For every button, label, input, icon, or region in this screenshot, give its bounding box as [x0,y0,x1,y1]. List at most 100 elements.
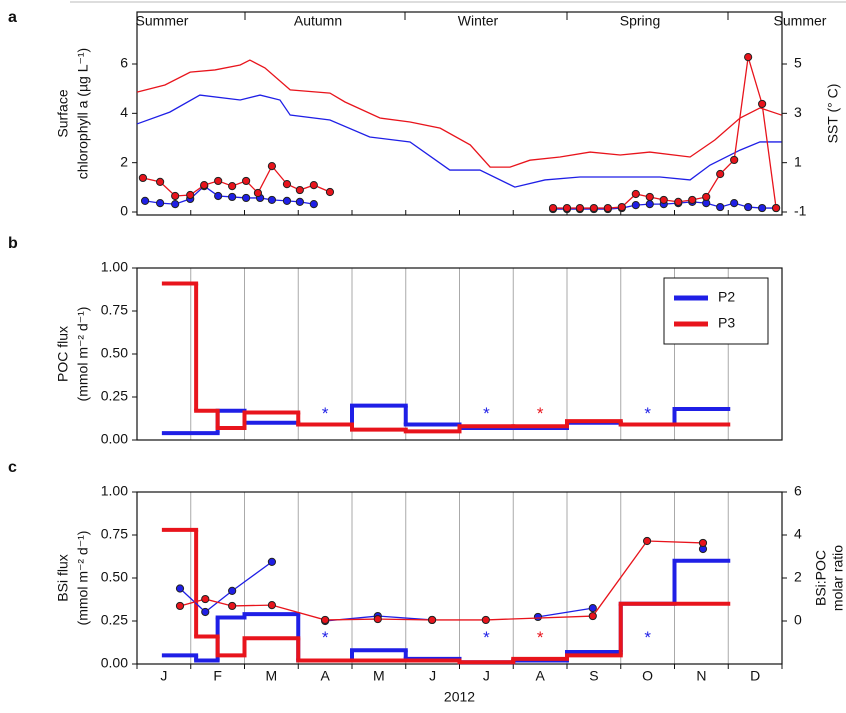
data-point [295,197,304,206]
data-point [427,615,437,625]
data-point [267,162,277,171]
data-point [645,200,654,209]
x-tick-label: F [213,668,222,684]
data-line [136,94,782,188]
data-point [201,594,210,604]
data-point [201,607,210,617]
y-axis-label: chlorophyll a (µg L⁻¹) [75,48,91,179]
data-point [321,615,330,625]
annotation: * [537,628,544,647]
data-point [744,202,753,212]
y2-tick-label: 4 [794,526,802,542]
annotation: * [644,404,651,423]
data-point [242,193,251,203]
data-point [575,203,585,213]
data-point [730,155,739,165]
data-point [267,557,277,566]
y-axis-label: Surface [55,89,71,137]
data-point [325,187,335,197]
data-point [702,192,711,202]
data-line [136,59,782,168]
data-line [179,540,704,621]
x-axis-label: 2012 [444,689,475,705]
data-point [309,200,318,209]
x-tick-label: O [642,668,653,684]
annotation: * [644,628,651,647]
data-point [588,611,597,621]
data-point [242,176,251,186]
data-point [175,601,185,611]
data-point [533,612,543,622]
data-point [548,203,558,213]
y-tick-label: 0.75 [101,302,128,318]
season-label: Spring [620,13,660,29]
data-point [645,192,654,202]
x-tick-label: N [696,668,706,684]
y-axis-label: (mmol m⁻² d⁻¹) [75,307,91,402]
data-point [688,195,697,205]
data-line [537,607,593,618]
x-tick-label: S [589,668,598,684]
y-tick-label: 1.00 [101,259,128,275]
data-point [744,52,753,62]
data-point [698,538,708,548]
y2-tick-label: -1 [794,203,807,219]
data-point [309,181,318,190]
data-point [282,196,292,205]
y-tick-label: 0.75 [101,526,128,542]
data-point [253,188,263,198]
season-label: Summer [774,13,827,29]
data-point [228,601,237,611]
data-point [771,203,781,213]
y2-tick-label: 6 [794,483,802,499]
data-point [156,199,165,208]
y-tick-label: 1.00 [101,483,128,499]
annotation: * [483,628,490,647]
data-point [758,203,767,213]
data-point [674,197,683,206]
annotation: * [483,404,490,423]
y-axis-label: BSi flux [55,554,71,601]
y-tick-label: 2 [120,153,128,169]
annotation: * [537,404,544,423]
data-point [156,177,165,187]
data-point [267,195,277,205]
y2-tick-label: 5 [794,55,802,71]
x-tick-label: D [750,668,760,684]
data-point [228,192,237,202]
x-tick-label: M [373,668,385,684]
legend-label: P2 [718,289,735,305]
data-point [214,191,223,201]
data-point [562,203,572,213]
data-point [617,202,626,212]
data-point [758,99,767,109]
data-point [631,200,640,210]
data-point [716,169,725,179]
legend-label: P3 [718,315,735,331]
y-tick-label: 0.00 [101,431,128,447]
panel-letter: c [8,459,17,476]
data-point [588,604,597,613]
y2-tick-label: 0 [794,612,802,628]
y2-axis-label: molar ratio [830,545,846,611]
y-tick-label: 6 [120,55,128,71]
data-point [171,200,180,209]
x-tick-label: A [320,668,330,684]
y-axis-label: POC flux [55,326,71,382]
y-tick-label: 0.50 [101,345,128,361]
x-tick-label: J [160,668,167,684]
data-line [553,56,777,209]
y-tick-label: 0.25 [101,388,128,404]
data-point [631,189,640,199]
x-tick-label: J [429,668,436,684]
data-point [481,615,490,625]
season-label: Summer [136,13,189,29]
data-line [179,561,273,613]
y2-tick-label: 1 [794,153,802,169]
y-tick-label: 4 [120,104,128,120]
y-axis-label: (mmol m⁻² d⁻¹) [75,531,91,626]
data-point [228,586,237,596]
data-point [138,173,148,183]
y2-tick-label: 3 [794,104,802,120]
